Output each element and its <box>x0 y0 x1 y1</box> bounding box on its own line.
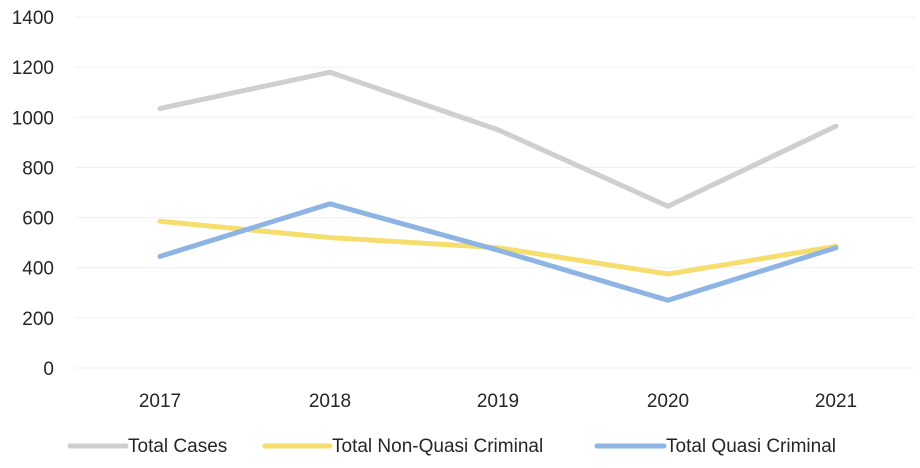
legend-label: Total Quasi Criminal <box>666 436 836 457</box>
y-tick-label: 1400 <box>12 8 54 29</box>
y-tick-label: 0 <box>43 359 54 380</box>
legend-label: Total Non-Quasi Criminal <box>332 436 543 457</box>
x-tick-label: 2017 <box>139 391 181 412</box>
legend-item: Total Non-Quasi Criminal <box>262 436 543 457</box>
y-tick-label: 800 <box>22 158 54 179</box>
series-line-total-cases <box>157 69 839 209</box>
x-tick-label: 2021 <box>815 391 857 412</box>
x-tick-label: 2020 <box>647 391 689 412</box>
legend-item: Total Quasi Criminal <box>594 436 836 457</box>
y-tick-label: 400 <box>22 259 54 280</box>
gridlines <box>75 16 915 369</box>
y-tick-label: 1000 <box>12 108 54 129</box>
legend-item: Total Cases <box>67 436 227 457</box>
y-tick-label: 200 <box>22 309 54 330</box>
legend: Total Cases Total Non-Quasi Criminal Total… <box>67 436 836 457</box>
series-line-total-quasi-criminal <box>157 201 839 303</box>
x-tick-label: 2019 <box>477 391 519 412</box>
legend-label: Total Cases <box>128 436 227 457</box>
series-lines <box>157 69 839 303</box>
y-tick-label: 1200 <box>12 58 54 79</box>
x-axis-tick-labels: 2017 2018 2019 2020 2021 <box>139 391 857 412</box>
y-tick-label: 600 <box>22 209 54 230</box>
y-axis-tick-labels: 0 200 400 600 800 1000 1200 1400 <box>12 8 54 380</box>
x-tick-label: 2018 <box>309 391 351 412</box>
